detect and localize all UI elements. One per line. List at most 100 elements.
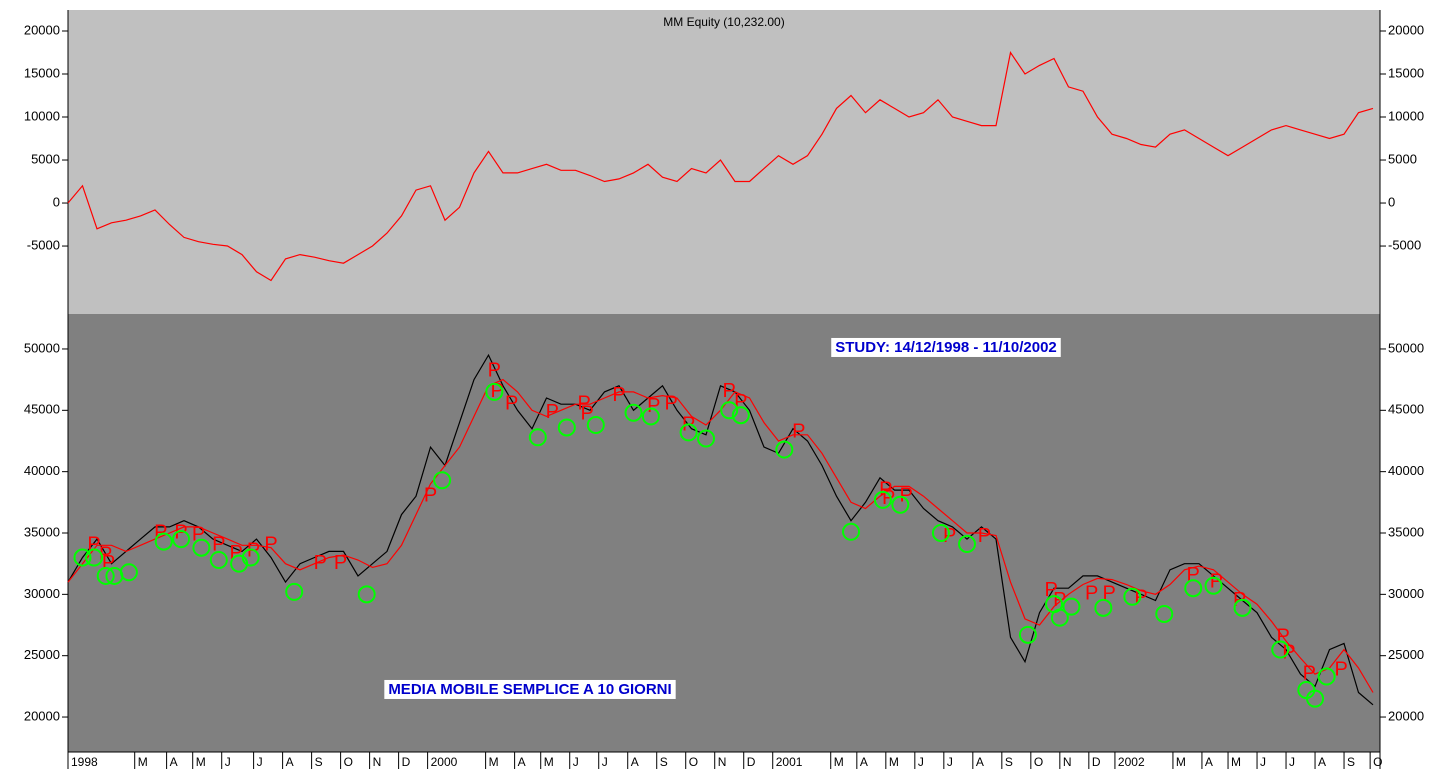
y-tick-label: 25000 [1388, 647, 1424, 662]
y-tick-label: 0 [1388, 194, 1395, 209]
signal-circle [641, 407, 660, 426]
signal-p: P [546, 401, 559, 423]
annotation: STUDY: 14/12/1998 - 11/10/2002 [835, 339, 1057, 356]
x-tick-label: J [225, 755, 231, 769]
signal-circle [1184, 579, 1203, 598]
signal-circle [731, 406, 750, 425]
signal-circle [958, 535, 977, 554]
signal-p: P [899, 484, 912, 506]
x-tick-label: O [1034, 755, 1043, 769]
y-tick-label: 40000 [1388, 463, 1424, 478]
signal-circle [1062, 597, 1081, 616]
signal-circle [172, 530, 191, 549]
signal-p: P [1282, 642, 1295, 664]
y-tick-label: 0 [53, 194, 60, 209]
y-tick-label: 15000 [24, 65, 60, 80]
x-tick-label: O [689, 755, 698, 769]
signal-p: P [174, 521, 187, 543]
chart-title: MM Equity (10,232.00) [663, 15, 784, 29]
signal-p: P [424, 484, 437, 506]
x-tick-label: S [660, 755, 668, 769]
y-tick-label: 15000 [1388, 65, 1424, 80]
signal-circle [1233, 598, 1252, 617]
y-tick-label: 50000 [24, 340, 60, 355]
x-tick-label: J [918, 755, 924, 769]
signal-circle [873, 490, 892, 509]
x-tick-label: D [747, 755, 756, 769]
x-tick-label: D [1092, 755, 1101, 769]
x-tick-label: M [196, 755, 206, 769]
x-tick-label: 2001 [776, 755, 803, 769]
equity-panel [68, 10, 1380, 314]
signal-p: P [723, 380, 736, 402]
x-tick-label: M [834, 755, 844, 769]
y-tick-label: 40000 [24, 463, 60, 478]
signal-circle [1155, 604, 1174, 623]
y-tick-label: 5000 [1388, 151, 1417, 166]
signal-circle [119, 563, 138, 582]
x-tick-label: S [1347, 755, 1355, 769]
x-tick-label: A [286, 755, 294, 769]
x-tick-label: M [1176, 755, 1186, 769]
signal-p: P [488, 359, 501, 381]
signal-p: P [1334, 659, 1347, 681]
y-tick-label: 10000 [24, 108, 60, 123]
x-tick-label: A [1205, 755, 1213, 769]
x-tick-label: 2002 [1118, 755, 1145, 769]
signal-circle [891, 495, 910, 514]
signal-p: P [192, 524, 205, 546]
signal-circle [85, 548, 104, 567]
signal-circle [1094, 598, 1113, 617]
signal-circle [285, 582, 304, 601]
x-tick-label: J [573, 755, 579, 769]
signal-p: P [1085, 583, 1098, 605]
signal-p: P [580, 402, 593, 424]
y-tick-label: 50000 [1388, 340, 1424, 355]
x-tick-label: A [518, 755, 526, 769]
signal-p: P [1210, 570, 1223, 592]
y-tick-label: 20000 [24, 22, 60, 37]
y-tick-label: 35000 [1388, 524, 1424, 539]
signal-circle [775, 440, 794, 459]
signal-circle [1204, 576, 1223, 595]
x-tick-label: O [344, 755, 353, 769]
y-tick-label: 5000 [31, 151, 60, 166]
signal-circle [1271, 640, 1290, 659]
x-tick-label: S [1005, 755, 1013, 769]
y-tick-label: 20000 [1388, 708, 1424, 723]
signal-circle [1050, 608, 1069, 627]
x-tick-label: M [138, 755, 148, 769]
signal-circle [528, 428, 547, 447]
y-tick-label: 25000 [24, 647, 60, 662]
signal-p: P [665, 392, 678, 414]
signal-circle [241, 548, 260, 567]
x-tick-label: S [315, 755, 323, 769]
y-tick-label: 20000 [24, 708, 60, 723]
y-tick-label: 35000 [24, 524, 60, 539]
x-tick-label: N [1063, 755, 1072, 769]
y-tick-label: 20000 [1388, 22, 1424, 37]
x-tick-label: J [947, 755, 953, 769]
signal-p: P [978, 525, 991, 547]
signal-circle [679, 423, 698, 442]
x-tick-label: J [1260, 755, 1266, 769]
x-tick-label: A [976, 755, 984, 769]
signal-p: P [1102, 583, 1115, 605]
signal-p: P [264, 534, 277, 556]
signal-p: P [212, 534, 225, 556]
signal-p: P [943, 525, 956, 547]
signal-p: P [334, 552, 347, 574]
x-tick-label: N [373, 755, 382, 769]
x-tick-label: M [489, 755, 499, 769]
signal-p: P [612, 384, 625, 406]
signal-circle [1123, 587, 1142, 606]
signal-circle [96, 566, 115, 585]
y-tick-label: 45000 [1388, 402, 1424, 417]
series-line [67, 353, 1374, 706]
signal-p: P [1303, 662, 1316, 684]
y-tick-label: -5000 [1388, 237, 1421, 252]
signal-circle [1306, 689, 1325, 708]
signal-circle [1317, 667, 1336, 686]
y-tick-label: 30000 [24, 586, 60, 601]
